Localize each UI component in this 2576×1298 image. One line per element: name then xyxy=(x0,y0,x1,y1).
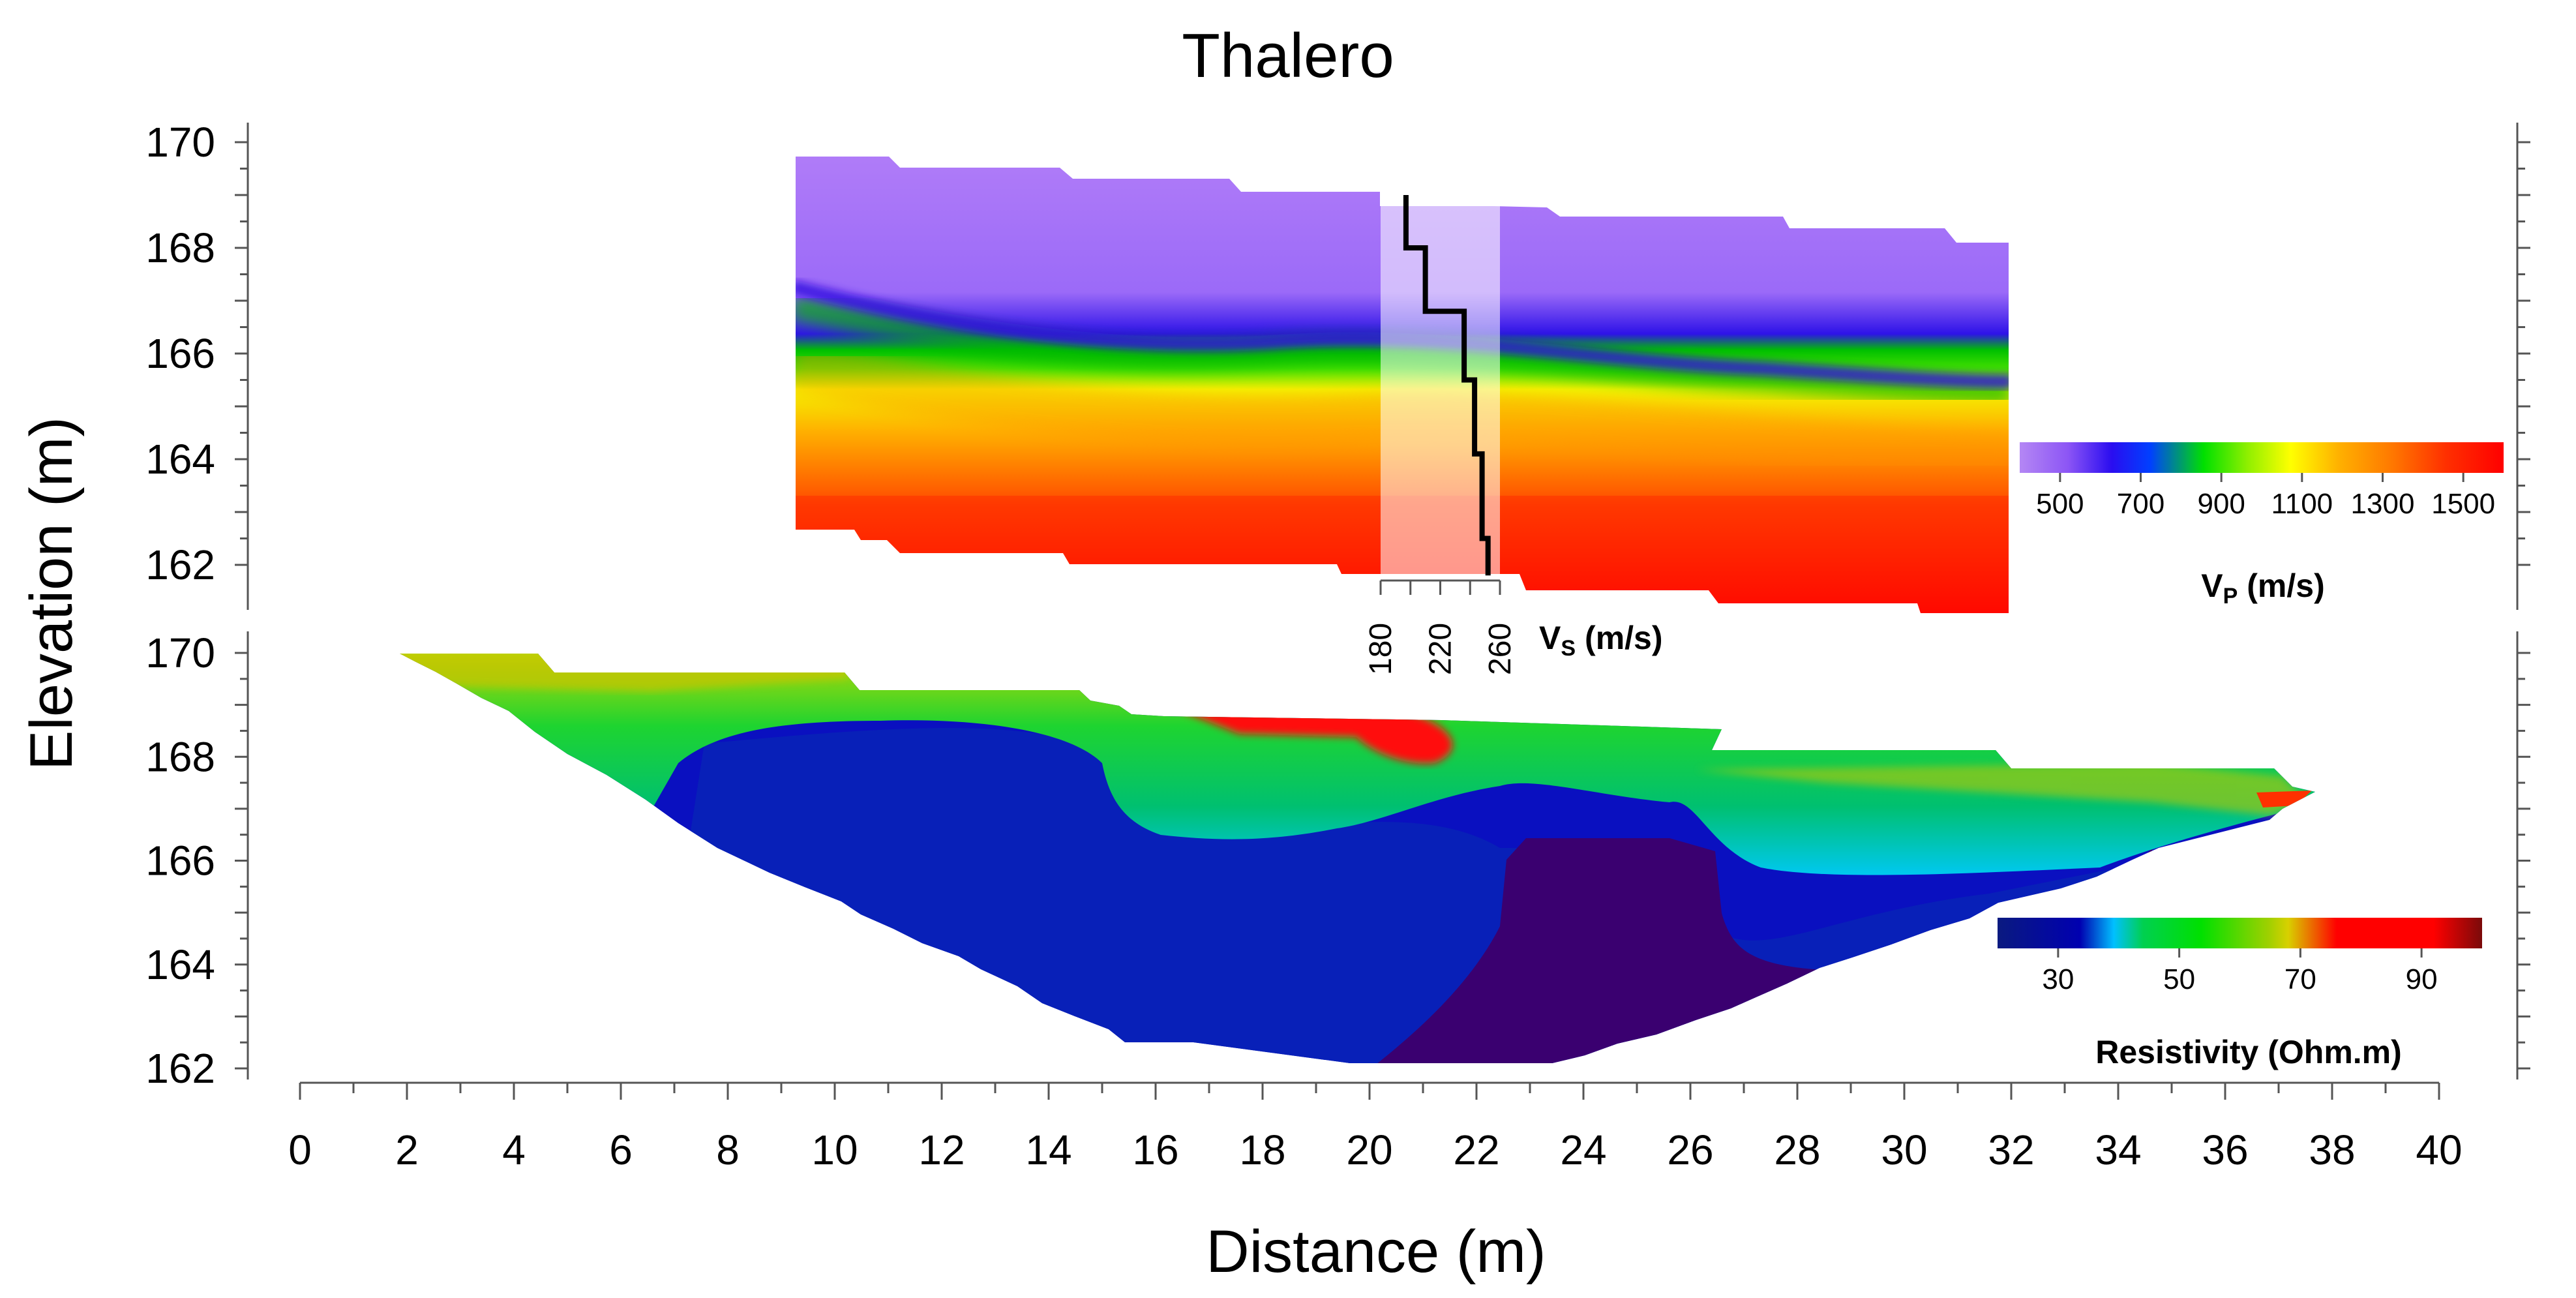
y-tick-label: 170 xyxy=(145,629,215,676)
y-tick-label: 162 xyxy=(145,541,215,588)
x-tick-label: 28 xyxy=(1774,1126,1820,1173)
vs-tick-label: 220 xyxy=(1424,623,1458,675)
x-tick-label: 8 xyxy=(716,1126,740,1173)
x-tick-label: 26 xyxy=(1667,1126,1713,1173)
y-axis-label: Elevation (m) xyxy=(18,417,85,770)
vp-panel: 180 220 260 VS (m/s) xyxy=(796,157,2009,675)
colorbar-tick-label: 30 xyxy=(2042,963,2074,995)
vs-profile-line xyxy=(1403,195,1491,576)
colorbar-tick-label: 70 xyxy=(2284,963,2316,995)
y-tick-label: 170 xyxy=(145,119,215,166)
x-tick-label: 30 xyxy=(1881,1126,1927,1173)
vs-tick-label: 260 xyxy=(1483,623,1518,675)
x-tick-label: 38 xyxy=(2309,1126,2355,1173)
vs-axis: 180 220 260 xyxy=(1364,579,1518,675)
colorbar-tick-label: 900 xyxy=(2197,488,2245,520)
x-tick-label: 40 xyxy=(2416,1126,2462,1173)
vp-colorbar-ticks: 500 700 900 1100 1300 1500 xyxy=(2036,473,2495,520)
resistivity-colorbar-ticks: 30 50 70 90 xyxy=(2042,948,2438,995)
x-tick-label: 18 xyxy=(1239,1126,1285,1173)
vp-colorbar-scale xyxy=(2020,442,2504,473)
y-tick-label: 164 xyxy=(145,436,215,483)
vs-label-main: V xyxy=(1539,620,1561,656)
x-axis-label: Distance (m) xyxy=(1206,1218,1546,1285)
vp-label-unit: (m/s) xyxy=(2247,567,2324,604)
colorbar-tick-label: 1500 xyxy=(2431,488,2495,520)
y-tick-label: 162 xyxy=(145,1045,215,1092)
x-tick-label: 2 xyxy=(395,1126,419,1173)
y-tick-label: 166 xyxy=(145,838,215,884)
y-tick-label: 168 xyxy=(145,733,215,780)
vp-colorbar: 500 700 900 1100 1300 1500 VP (m/s) xyxy=(2020,442,2504,609)
vp-label-sub: P xyxy=(2223,584,2238,609)
y-tick-label: 166 xyxy=(145,330,215,377)
vp-label-main: V xyxy=(2201,567,2223,604)
vs-axis-label: VS (m/s) xyxy=(1539,620,1663,661)
chart-title: Thalero xyxy=(1182,21,1394,91)
x-tick-label: 14 xyxy=(1025,1126,1071,1173)
colorbar-tick-label: 1100 xyxy=(2271,488,2333,520)
y-tick-label: 168 xyxy=(145,224,215,271)
colorbar-tick-label: 500 xyxy=(2036,488,2084,520)
x-tick-label: 24 xyxy=(1560,1126,1606,1173)
resistivity-panel xyxy=(400,654,2315,1063)
x-tick-label: 12 xyxy=(918,1126,965,1173)
colorbar-tick-label: 90 xyxy=(2406,963,2438,995)
vs-label-sub: S xyxy=(1561,636,1576,661)
x-tick-label: 36 xyxy=(2202,1126,2248,1173)
x-tick-label: 20 xyxy=(1346,1126,1392,1173)
x-tick-label: 6 xyxy=(609,1126,633,1173)
x-tick-label: 32 xyxy=(1988,1126,2034,1173)
x-tick-label: 34 xyxy=(2095,1126,2141,1173)
resistivity-colorbar: 30 50 70 90 Resistivity (Ohm.m) xyxy=(1998,918,2482,1070)
resistivity-colorbar-scale xyxy=(1998,918,2482,948)
vs-label-unit: (m/s) xyxy=(1585,620,1662,656)
vs-tick-label: 180 xyxy=(1364,623,1398,675)
y-tick-label: 164 xyxy=(145,941,215,988)
colorbar-tick-label: 700 xyxy=(2117,488,2164,520)
x-tick-label: 22 xyxy=(1453,1126,1499,1173)
vp-colorbar-label: VP (m/s) xyxy=(2201,567,2325,609)
x-tick-label: 10 xyxy=(811,1126,858,1173)
colorbar-tick-label: 1300 xyxy=(2351,488,2415,520)
x-tick-label: 0 xyxy=(288,1126,312,1173)
x-tick-label: 16 xyxy=(1132,1126,1178,1173)
x-tick-label: 4 xyxy=(502,1126,526,1173)
resistivity-colorbar-label: Resistivity (Ohm.m) xyxy=(2095,1034,2402,1070)
colorbar-tick-label: 50 xyxy=(2163,963,2195,995)
